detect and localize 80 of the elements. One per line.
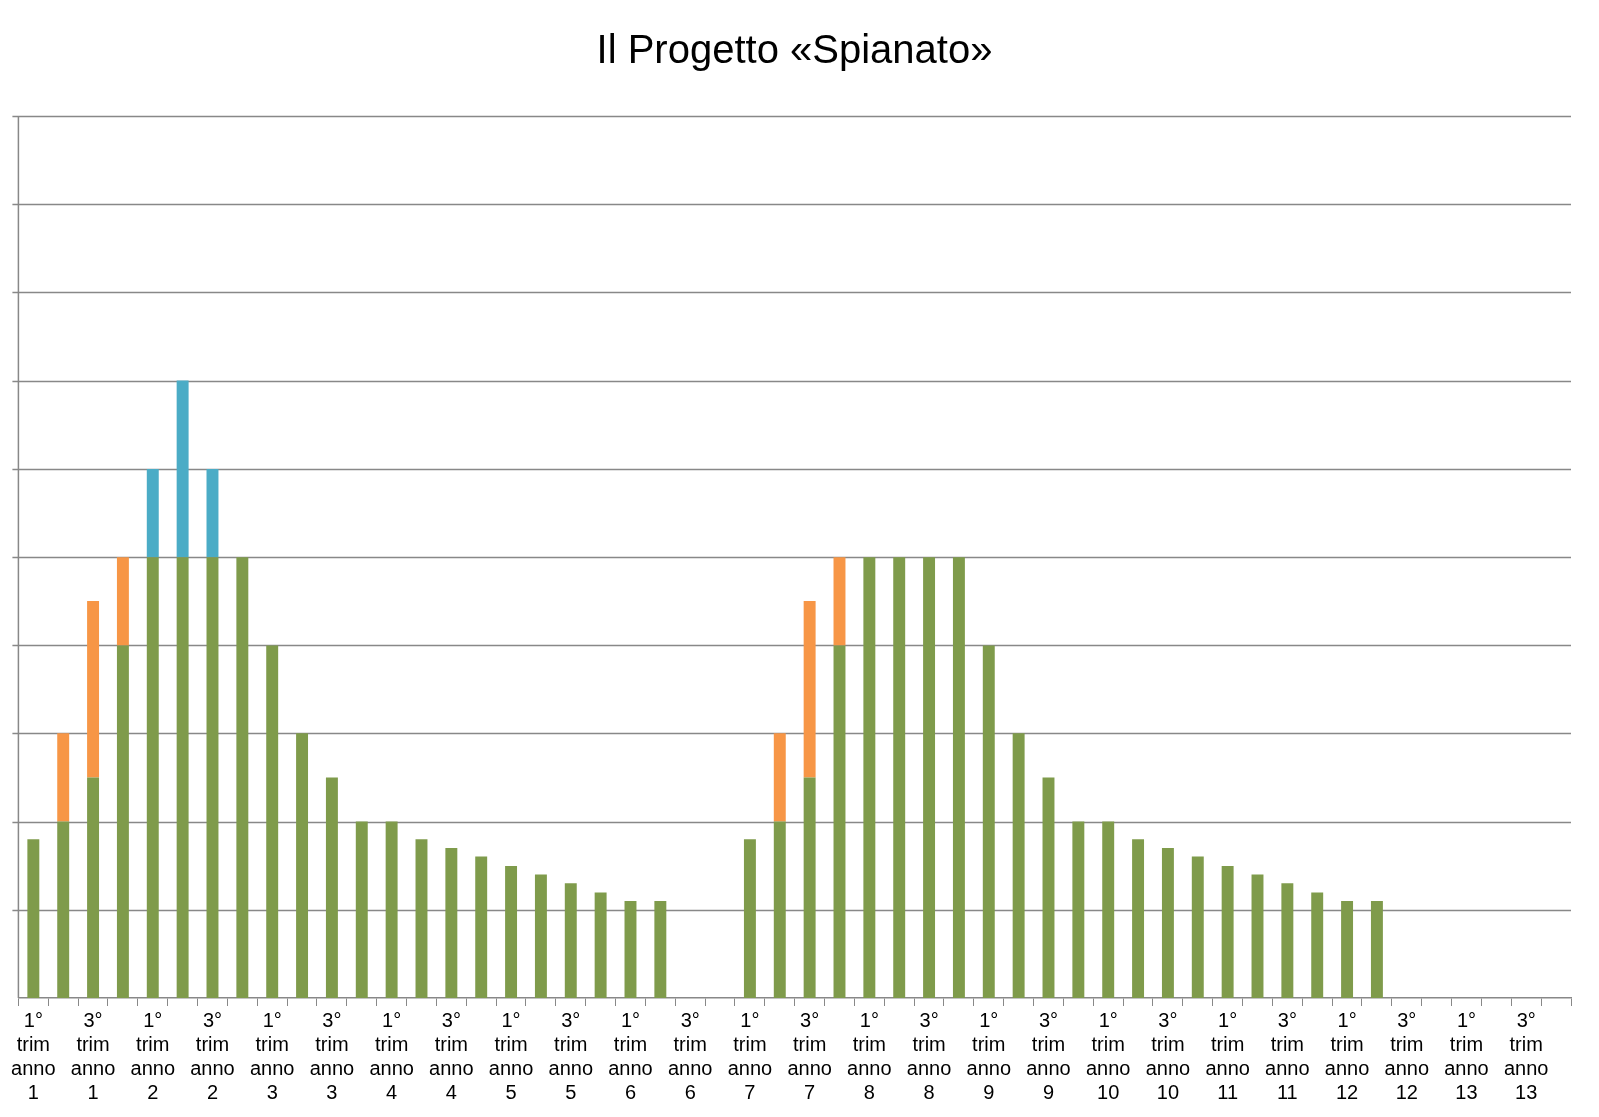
bar <box>1311 892 1324 998</box>
bar <box>863 557 876 998</box>
x-tick-label: 3° trim anno 6 <box>667 1008 713 1103</box>
bar <box>206 468 219 558</box>
x-tick-label: 1° trim anno 11 <box>1205 1008 1250 1103</box>
x-tick-label: 1° trim anno 7 <box>727 1008 773 1103</box>
bar <box>564 883 577 998</box>
x-tick-label: 1° trim anno 13 <box>1444 1008 1489 1103</box>
bar <box>415 839 428 998</box>
x-tick-label: 3° trim anno 10 <box>1145 1008 1191 1103</box>
bar <box>146 557 159 998</box>
bar <box>743 839 756 998</box>
bar <box>206 557 219 998</box>
bar <box>1341 901 1354 998</box>
x-tick-label: 3° trim anno 3 <box>309 1008 355 1103</box>
bar <box>475 856 488 998</box>
bar <box>923 557 936 998</box>
bar <box>1281 883 1294 998</box>
x-tick-label: 1° trim anno 8 <box>847 1008 892 1103</box>
bar <box>1221 865 1234 998</box>
x-tick-label: 1° trim anno 2 <box>130 1008 176 1103</box>
x-tick-label: 3° trim anno 13 <box>1503 1008 1549 1103</box>
bar <box>325 777 338 998</box>
bar <box>1370 901 1383 998</box>
bar <box>355 821 368 998</box>
x-tick-label: 3° trim anno 9 <box>1026 1008 1071 1103</box>
bar <box>833 557 846 646</box>
bar <box>1191 856 1204 998</box>
bar <box>296 733 309 998</box>
bar <box>385 821 398 998</box>
bar <box>1042 777 1055 998</box>
bar <box>624 901 637 998</box>
bar <box>1102 821 1115 998</box>
bar <box>1132 839 1145 998</box>
bar <box>773 733 786 822</box>
bar <box>594 892 607 998</box>
x-tick-label: 3° trim anno 7 <box>787 1008 832 1103</box>
bar <box>87 777 100 998</box>
bar <box>116 645 129 998</box>
bar <box>893 557 906 998</box>
x-tick-label: 1° trim anno 12 <box>1324 1008 1370 1103</box>
bar <box>1161 847 1174 998</box>
bar <box>833 645 846 998</box>
bar <box>146 468 159 558</box>
x-tick-label: 3° trim anno 1 <box>70 1008 116 1103</box>
x-tick-label: 1° trim anno 3 <box>249 1008 295 1103</box>
bar <box>982 645 995 998</box>
x-tick-label: 3° trim anno 4 <box>429 1008 474 1103</box>
x-tick-label: 1° trim anno 1 <box>11 1008 56 1103</box>
bar <box>176 557 189 998</box>
bar <box>445 847 458 998</box>
bar <box>654 901 667 998</box>
bar <box>57 821 70 998</box>
bar <box>116 557 129 646</box>
x-tick-label: 1° trim anno 10 <box>1085 1008 1131 1103</box>
x-tick-label: 1° trim anno 9 <box>966 1008 1012 1103</box>
x-tick-label: 3° trim anno 8 <box>906 1008 952 1103</box>
bar <box>534 874 547 998</box>
x-tick-label: 3° trim anno 12 <box>1384 1008 1430 1103</box>
bar <box>773 821 786 998</box>
bar <box>803 777 816 998</box>
bar <box>1251 874 1264 998</box>
bar <box>57 733 70 822</box>
x-tick-label: 1° trim anno 5 <box>488 1008 534 1103</box>
x-tick-label: 3° trim anno 5 <box>548 1008 594 1103</box>
bar <box>176 380 189 558</box>
bar <box>266 645 279 998</box>
bar <box>236 557 249 998</box>
x-tick-label: 3° trim anno 11 <box>1265 1008 1310 1103</box>
x-tick-label: 1° trim anno 4 <box>369 1008 414 1103</box>
chart-title: Il Progetto «Spianato» <box>596 27 993 72</box>
x-tick-label: 1° trim anno 6 <box>608 1008 653 1103</box>
bar <box>505 865 518 998</box>
bar <box>27 839 40 998</box>
bar <box>1012 733 1025 998</box>
bar <box>952 557 965 998</box>
x-tick-label: 3° trim anno 2 <box>190 1008 235 1103</box>
bar <box>87 601 100 778</box>
bar <box>803 601 816 778</box>
bar <box>1072 821 1085 998</box>
